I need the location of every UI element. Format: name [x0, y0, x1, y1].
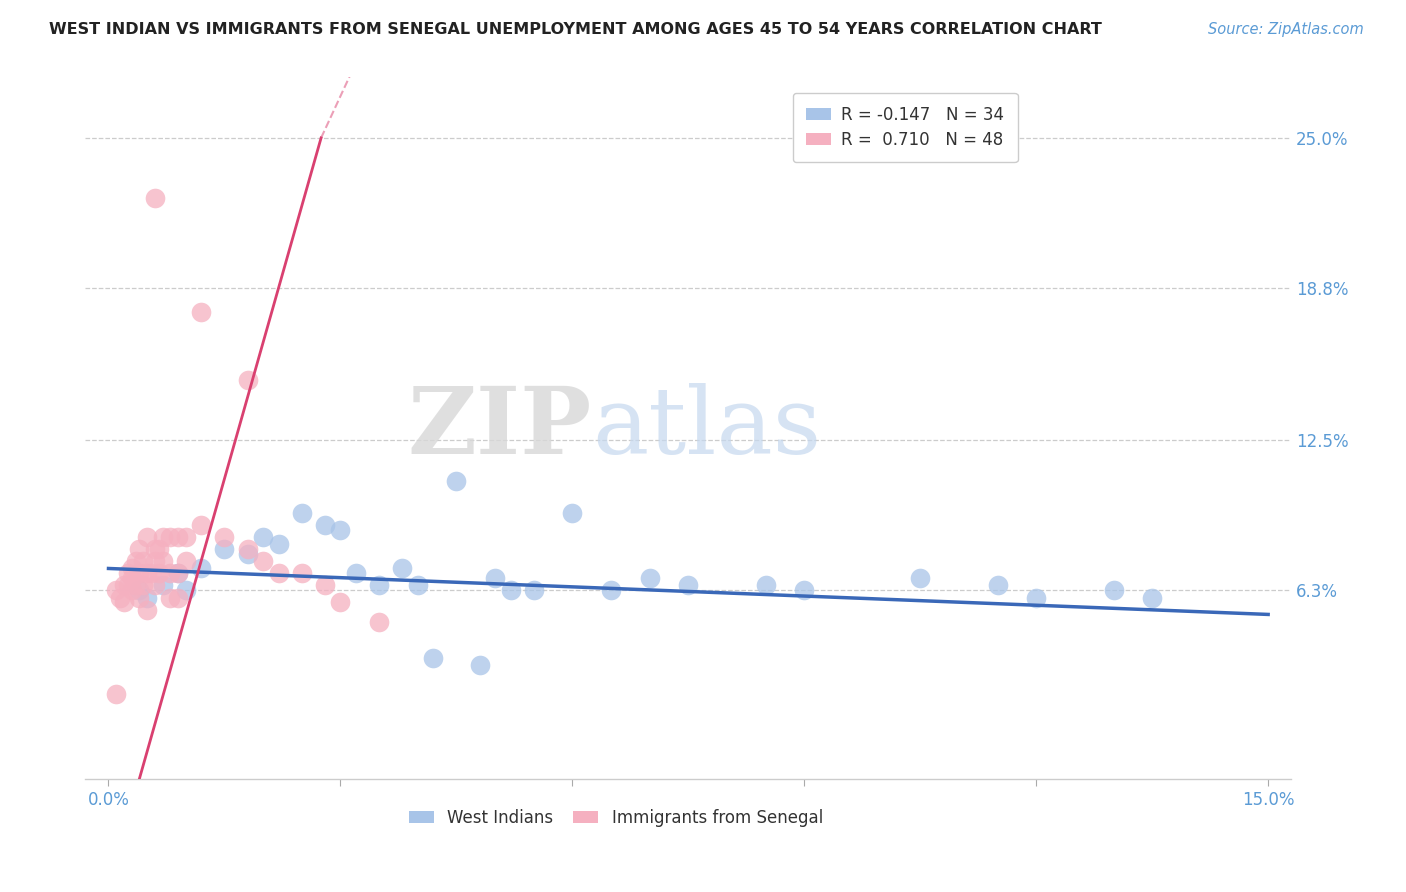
Point [499, 583, 522, 598]
Point [236, 542, 259, 557]
Point [986, 578, 1008, 592]
Point [1102, 583, 1125, 598]
Point [314, 578, 336, 592]
Point [136, 591, 159, 605]
Point [1140, 591, 1163, 605]
Point [638, 571, 661, 585]
Point [236, 373, 259, 387]
Point [143, 578, 166, 592]
Point [252, 554, 274, 568]
Point [252, 530, 274, 544]
Point [755, 578, 778, 592]
Point [391, 561, 413, 575]
Point [368, 578, 391, 592]
Point [121, 561, 143, 575]
Point [121, 571, 143, 585]
Point [105, 583, 128, 598]
Point [159, 566, 181, 581]
Point [468, 658, 491, 673]
Point [214, 542, 236, 557]
Point [523, 583, 546, 598]
Point [143, 191, 166, 205]
Point [267, 537, 290, 551]
Point [128, 542, 150, 557]
Point [148, 542, 170, 557]
Point [139, 566, 162, 581]
Point [167, 566, 190, 581]
Legend: West Indians, Immigrants from Senegal: West Indians, Immigrants from Senegal [402, 803, 830, 834]
Point [267, 566, 290, 581]
Point [167, 530, 190, 544]
Point [136, 602, 159, 616]
Point [1025, 591, 1047, 605]
Point [484, 571, 506, 585]
Point [214, 530, 236, 544]
Point [793, 583, 815, 598]
Point [344, 566, 367, 581]
Point [190, 517, 212, 532]
Point [291, 506, 314, 520]
Point [121, 583, 143, 598]
Point [174, 530, 197, 544]
Point [561, 506, 583, 520]
Point [152, 530, 174, 544]
Point [329, 523, 352, 537]
Point [174, 583, 197, 598]
Point [910, 571, 932, 585]
Point [112, 595, 135, 609]
Point [600, 583, 623, 598]
Point [291, 566, 314, 581]
Point [117, 578, 139, 592]
Point [124, 554, 146, 568]
Point [422, 651, 444, 665]
Point [174, 554, 197, 568]
Point [105, 687, 128, 701]
Point [167, 591, 190, 605]
Point [128, 591, 150, 605]
Text: ZIP: ZIP [408, 384, 592, 473]
Point [143, 542, 166, 557]
Point [117, 566, 139, 581]
Point [112, 578, 135, 592]
Point [136, 530, 159, 544]
Point [159, 530, 181, 544]
Point [368, 615, 391, 629]
Point [236, 547, 259, 561]
Point [108, 591, 131, 605]
Point [167, 566, 190, 581]
Point [143, 554, 166, 568]
Point [190, 561, 212, 575]
Text: atlas: atlas [592, 384, 821, 473]
Point [190, 305, 212, 319]
Point [148, 566, 170, 581]
Text: Source: ZipAtlas.com: Source: ZipAtlas.com [1208, 22, 1364, 37]
Point [152, 554, 174, 568]
Point [124, 578, 146, 592]
Point [128, 566, 150, 581]
Point [314, 517, 336, 532]
Point [159, 591, 181, 605]
Point [329, 595, 352, 609]
Point [132, 578, 155, 592]
Point [132, 554, 155, 568]
Point [128, 583, 150, 598]
Point [406, 578, 429, 592]
Point [678, 578, 700, 592]
Point [152, 578, 174, 592]
Point [136, 566, 159, 581]
Text: WEST INDIAN VS IMMIGRANTS FROM SENEGAL UNEMPLOYMENT AMONG AGES 45 TO 54 YEARS CO: WEST INDIAN VS IMMIGRANTS FROM SENEGAL U… [49, 22, 1102, 37]
Point [446, 475, 468, 489]
